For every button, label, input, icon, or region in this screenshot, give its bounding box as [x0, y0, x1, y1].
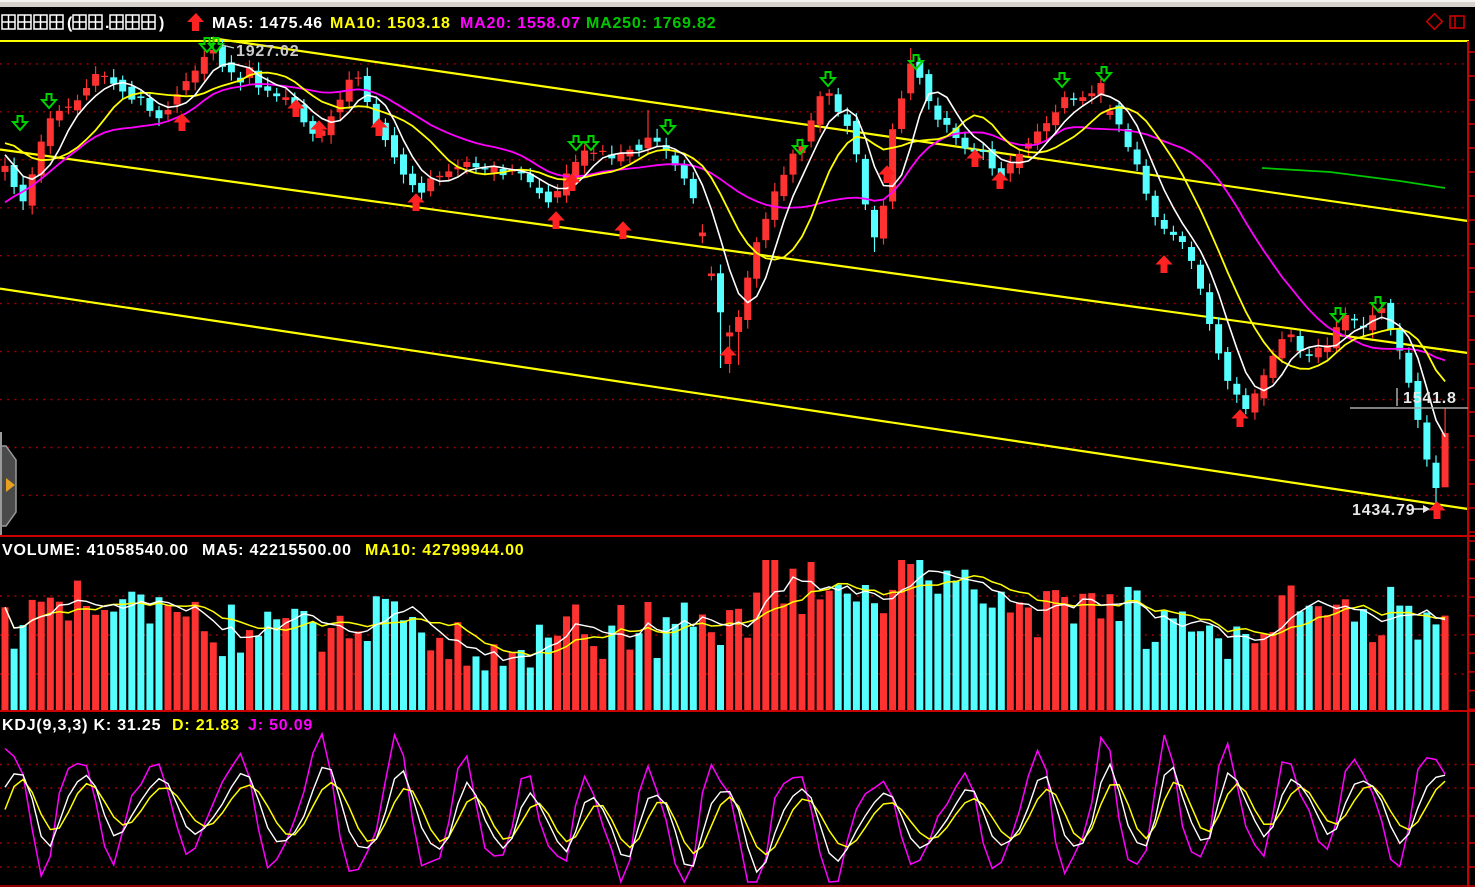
svg-text:1927.02: 1927.02: [236, 43, 299, 60]
svg-text:MA5: 42215500.00: MA5: 42215500.00: [202, 542, 352, 559]
svg-text:MA250: 1769.82: MA250: 1769.82: [586, 15, 716, 32]
svg-text:MA20: 1558.07: MA20: 1558.07: [460, 15, 581, 32]
svg-text:KDJ(9,3,3) K: 31.25: KDJ(9,3,3) K: 31.25: [2, 717, 161, 734]
svg-text:(: (: [67, 15, 73, 32]
svg-text:MA10: 1503.18: MA10: 1503.18: [330, 15, 451, 32]
svg-text:D: 21.83: D: 21.83: [172, 717, 240, 734]
svg-text:1434.79: 1434.79: [1352, 502, 1415, 519]
svg-text:MA10: 42799944.00: MA10: 42799944.00: [365, 542, 524, 559]
svg-text:J: 50.09: J: 50.09: [248, 717, 313, 734]
svg-text:1541.8: 1541.8: [1403, 390, 1457, 407]
svg-text:): ): [159, 15, 165, 32]
svg-text:VOLUME: 41058540.00: VOLUME: 41058540.00: [2, 542, 189, 559]
svg-text:MA5: 1475.46: MA5: 1475.46: [212, 15, 323, 32]
svg-text:.: .: [105, 15, 110, 32]
